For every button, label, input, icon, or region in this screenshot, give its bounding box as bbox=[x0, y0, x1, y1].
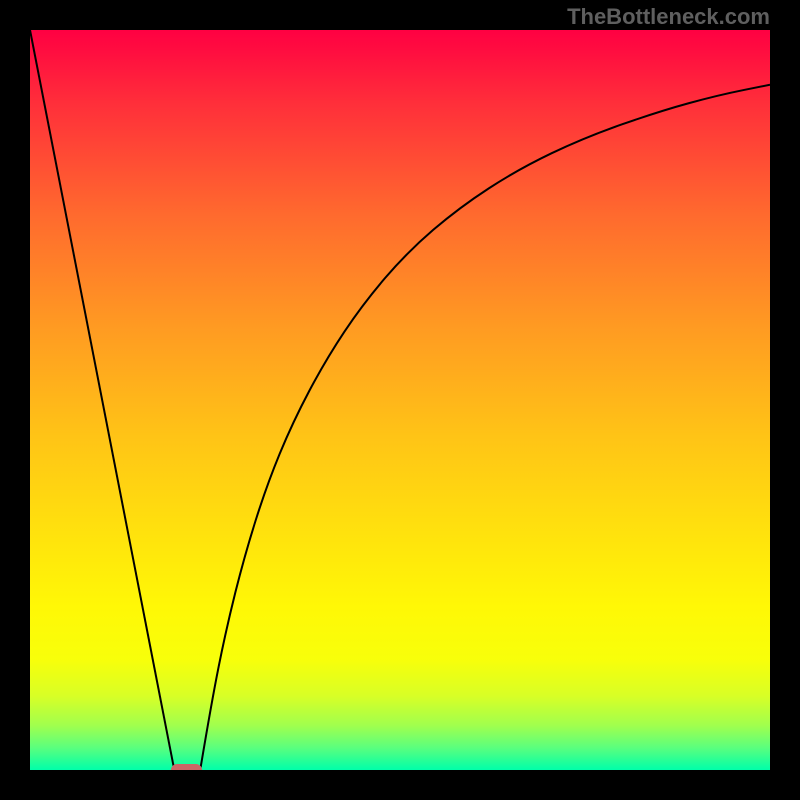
curve-overlay bbox=[30, 30, 770, 770]
chart-container: TheBottleneck.com bbox=[0, 0, 800, 800]
right-curve bbox=[200, 85, 770, 770]
left-slope-line bbox=[30, 30, 174, 770]
watermark-text: TheBottleneck.com bbox=[567, 4, 770, 30]
plot-area bbox=[30, 30, 770, 770]
optimal-marker bbox=[171, 764, 202, 770]
